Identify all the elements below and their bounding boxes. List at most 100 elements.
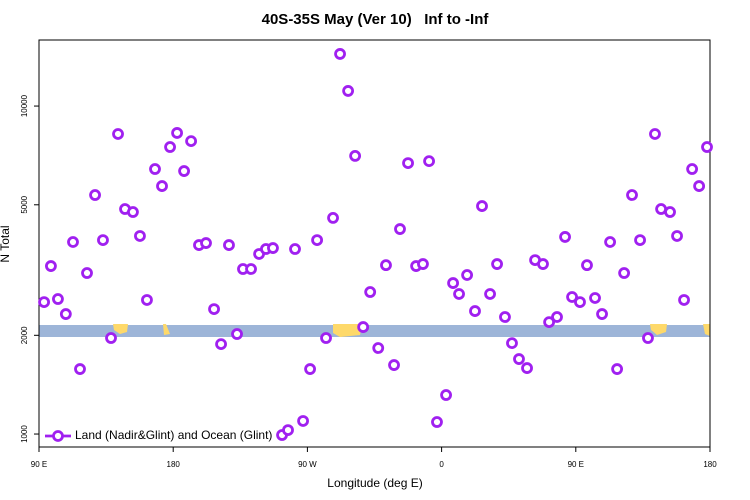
data-point [701,141,713,153]
data-point [589,292,601,304]
data-point [297,415,309,427]
data-point [581,259,593,272]
y-tick-label: 2000 [20,326,29,344]
data-point [185,135,197,148]
data-point [342,85,355,97]
land-shapes [113,324,710,337]
data-point [642,332,654,344]
data-point [112,128,124,140]
data-point [97,234,109,247]
x-tick-label: 0 [439,460,444,469]
data-point [453,288,465,300]
data-point [81,267,93,279]
data-point [484,288,496,300]
data-point [311,234,323,247]
data-point [671,230,683,242]
legend-label: Land (Nadir&Glint) and Ocean (Glint) [75,428,272,442]
data-point [171,127,183,139]
data-point [267,242,279,254]
x-tick-label: 180 [167,460,181,469]
data-point [604,236,616,248]
data-point [289,243,301,255]
data-point [327,212,339,224]
data-point [304,363,316,375]
data-point [431,416,443,428]
data-point [417,258,429,270]
data-point [141,294,153,306]
data-point [178,165,190,177]
data-point [349,150,362,162]
data-point [596,308,608,320]
data-point [245,263,257,275]
data-point [127,206,139,218]
data-point [105,332,117,344]
y-tick-label: 5000 [20,195,29,213]
data-point [559,231,571,243]
y-tick-label: 1000 [20,425,29,443]
data-point [156,180,168,192]
data-point [626,189,638,201]
data-point [521,362,533,374]
data-point [89,189,101,201]
data-point [551,311,563,323]
ocean-band [39,325,710,337]
y-tick-label: 10000 [20,94,29,117]
chart-title: 40S-35S May (Ver 10) Inf to -Inf [262,11,490,28]
data-point [537,258,549,270]
data-point [164,141,176,153]
data-point [59,308,72,320]
data-point [52,293,64,305]
data-point [74,363,86,375]
x-tick-label: 180 [703,460,717,469]
data-point [402,157,414,169]
data-point [513,353,525,365]
data-point [686,163,699,175]
data-point [45,260,57,272]
data-point [649,128,661,140]
data-point [364,286,377,298]
data-point [574,296,586,309]
data-point [543,316,556,329]
data-point [693,180,706,192]
data-point [618,267,631,279]
data-point [200,237,212,249]
y-axis-label: N Total [0,225,12,262]
plot-frame [38,39,711,448]
data-point [461,269,473,281]
data-point [334,48,346,60]
x-tick-label: 90 W [298,460,317,469]
data-point [634,234,646,247]
data-point [440,389,452,401]
data-point [499,311,511,323]
data-point [38,296,50,309]
data-point [469,305,481,317]
data-point [357,321,370,333]
data-point [476,200,488,212]
data-point [231,328,243,340]
data-point [208,303,220,315]
data-point [380,259,392,272]
data-point [149,163,161,175]
data-point [447,277,459,289]
data-point [566,291,578,303]
data-point [394,223,406,235]
data-point [388,359,400,371]
x-axis-label: Longitude (deg E) [327,476,422,490]
data-point [611,363,624,375]
data-point [320,332,332,344]
data-point [215,338,227,351]
legend-marker [52,430,64,442]
data-point [491,258,503,270]
data-point [423,155,435,168]
data-point [664,206,676,218]
data-point [372,342,385,354]
data-point [282,424,294,437]
data-point [506,337,518,350]
data-point [678,294,690,306]
data-point [67,236,79,248]
x-tick-label: 90 E [568,460,584,469]
data-point [134,230,146,242]
data-point [223,239,235,251]
